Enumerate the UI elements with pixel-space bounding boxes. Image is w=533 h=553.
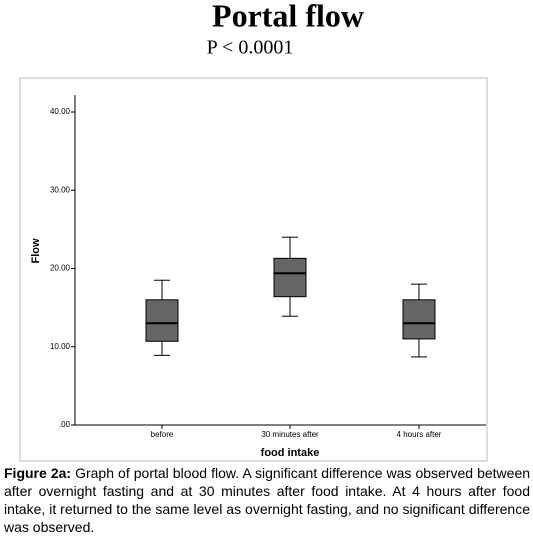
box: [145, 299, 179, 342]
caption: Figure 2a: Graph of portal blood flow. A…: [4, 464, 530, 536]
chart-subtitle: P < 0.0001: [207, 37, 294, 59]
y-tick-label: 40.00: [50, 107, 71, 116]
y-axis-label: Flow: [30, 238, 42, 263]
x-tick-label: before: [151, 430, 174, 439]
y-tick-label: 10.00: [50, 342, 71, 351]
x-tick-label: 4 hours after: [397, 430, 442, 439]
y-tick-label: 20.00: [50, 264, 71, 273]
chart-title: Portal flow: [212, 0, 364, 33]
y-tick-label: 30.00: [50, 185, 71, 194]
caption-text: Graph of portal blood flow. A significan…: [4, 465, 531, 535]
x-tick-label: 30 minutes after: [261, 430, 319, 439]
frame: [19, 77, 488, 462]
y-tick-label: .00: [59, 420, 71, 429]
caption-label: Figure 2a:: [4, 465, 72, 481]
chart: Portal flow P < 0.0001 Flow food intake …: [19, 0, 488, 462]
box: [402, 299, 436, 340]
box: [273, 257, 307, 298]
x-axis-label: food intake: [261, 447, 320, 459]
